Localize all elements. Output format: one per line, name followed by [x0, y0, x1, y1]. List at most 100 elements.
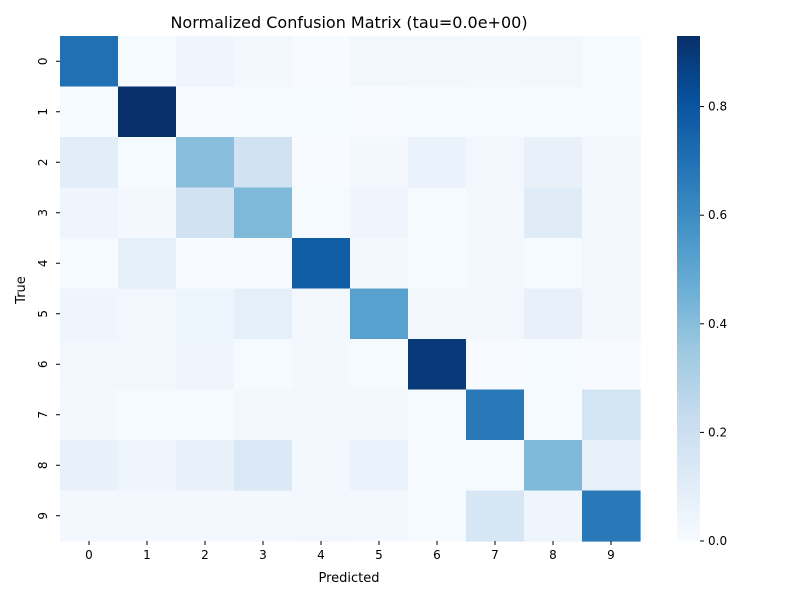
heatmap-cell-2-6: [408, 137, 467, 189]
heatmap-cell-3-5: [350, 187, 409, 239]
chart-title: Normalized Confusion Matrix (tau=0.0e+00…: [170, 13, 527, 32]
heatmap-cell-4-5: [350, 238, 409, 290]
heatmap-cell-6-3: [234, 339, 293, 391]
heatmap-cell-1-8: [524, 86, 583, 138]
heatmap-cell-3-1: [118, 187, 177, 239]
heatmap-cells: [60, 36, 641, 542]
y-tick-label: 5: [36, 310, 50, 318]
heatmap-cell-5-8: [524, 288, 583, 340]
heatmap-cell-2-1: [118, 137, 177, 189]
heatmap-cell-3-0: [60, 187, 119, 239]
heatmap-cell-0-7: [466, 36, 525, 88]
y-tick-label: 6: [36, 360, 50, 368]
heatmap-cell-0-6: [408, 36, 467, 88]
heatmap-cell-4-6: [408, 238, 467, 290]
heatmap-cell-7-7: [466, 389, 525, 441]
heatmap-cell-5-2: [176, 288, 235, 340]
heatmap-cell-1-4: [292, 86, 351, 138]
colorbar: [677, 36, 700, 541]
y-tick-label: 3: [36, 209, 50, 217]
heatmap-cell-8-2: [176, 440, 235, 492]
heatmap-cell-8-0: [60, 440, 119, 492]
heatmap-cell-9-9: [582, 490, 641, 542]
heatmap-cell-6-7: [466, 339, 525, 391]
heatmap-cell-4-8: [524, 238, 583, 290]
heatmap-cell-7-0: [60, 389, 119, 441]
heatmap-cell-6-8: [524, 339, 583, 391]
x-tick-label: 6: [433, 548, 441, 562]
colorbar-tick-label: 0.0: [708, 534, 727, 548]
y-axis-label: True: [14, 276, 29, 305]
heatmap-cell-8-6: [408, 440, 467, 492]
x-tick-label: 4: [317, 548, 325, 562]
y-tick-label: 8: [36, 461, 50, 469]
heatmap-cell-1-2: [176, 86, 235, 138]
y-tick-label: 4: [36, 259, 50, 267]
heatmap-cell-5-3: [234, 288, 293, 340]
heatmap-cell-2-0: [60, 137, 119, 189]
heatmap-cell-1-0: [60, 86, 119, 138]
heatmap-cell-1-9: [582, 86, 641, 138]
y-tick-label: 9: [36, 512, 50, 520]
heatmap-cell-2-4: [292, 137, 351, 189]
heatmap-cell-7-2: [176, 389, 235, 441]
heatmap-cell-0-2: [176, 36, 235, 88]
x-tick-label: 2: [201, 548, 209, 562]
heatmap-cell-4-0: [60, 238, 119, 290]
heatmap-cell-3-3: [234, 187, 293, 239]
heatmap-cell-8-7: [466, 440, 525, 492]
heatmap-cell-0-1: [118, 36, 177, 88]
heatmap-cell-3-7: [466, 187, 525, 239]
heatmap-cell-3-9: [582, 187, 641, 239]
heatmap-cell-3-8: [524, 187, 583, 239]
heatmap-cell-8-1: [118, 440, 177, 492]
heatmap-cell-0-8: [524, 36, 583, 88]
heatmap-cell-7-8: [524, 389, 583, 441]
x-tick-label: 5: [375, 548, 383, 562]
heatmap-cell-5-4: [292, 288, 351, 340]
heatmap-cell-4-9: [582, 238, 641, 290]
heatmap-cell-2-9: [582, 137, 641, 189]
heatmap-cell-1-1: [118, 86, 177, 138]
heatmap-cell-5-0: [60, 288, 119, 340]
heatmap-cell-3-4: [292, 187, 351, 239]
x-tick-label: 0: [85, 548, 93, 562]
heatmap-cell-5-6: [408, 288, 467, 340]
heatmap-cell-1-6: [408, 86, 467, 138]
y-tick-label: 0: [36, 57, 50, 65]
heatmap-cell-0-9: [582, 36, 641, 88]
heatmap-cell-4-3: [234, 238, 293, 290]
heatmap-cell-5-1: [118, 288, 177, 340]
heatmap-cell-8-8: [524, 440, 583, 492]
heatmap-cell-9-7: [466, 490, 525, 542]
y-axis-ticks: 0 1 2 3 4 5 6 7 8 9: [36, 57, 60, 520]
heatmap-cell-0-4: [292, 36, 351, 88]
heatmap-cell-9-5: [350, 490, 409, 542]
heatmap-cell-9-6: [408, 490, 467, 542]
colorbar-tick-label: 0.6: [708, 208, 727, 222]
heatmap-cell-9-3: [234, 490, 293, 542]
colorbar-tick-label: 0.8: [708, 100, 727, 114]
heatmap-cell-6-5: [350, 339, 409, 391]
x-tick-label: 9: [607, 548, 615, 562]
heatmap-cell-1-5: [350, 86, 409, 138]
heatmap-cell-2-2: [176, 137, 235, 189]
heatmap-cell-7-4: [292, 389, 351, 441]
heatmap-cell-9-4: [292, 490, 351, 542]
colorbar-ticks: 0.0 0.2 0.4 0.6 0.8: [700, 100, 727, 548]
heatmap-cell-8-5: [350, 440, 409, 492]
heatmap-cell-1-7: [466, 86, 525, 138]
y-tick-label: 1: [36, 108, 50, 116]
heatmap-cell-1-3: [234, 86, 293, 138]
heatmap-cell-6-1: [118, 339, 177, 391]
heatmap-cell-3-6: [408, 187, 467, 239]
heatmap-cell-2-3: [234, 137, 293, 189]
heatmap-cell-5-7: [466, 288, 525, 340]
heatmap-cell-3-2: [176, 187, 235, 239]
x-tick-label: 1: [143, 548, 151, 562]
heatmap-cell-2-5: [350, 137, 409, 189]
colorbar-tick-label: 0.4: [708, 317, 727, 331]
heatmap-cell-9-0: [60, 490, 119, 542]
heatmap-cell-6-2: [176, 339, 235, 391]
